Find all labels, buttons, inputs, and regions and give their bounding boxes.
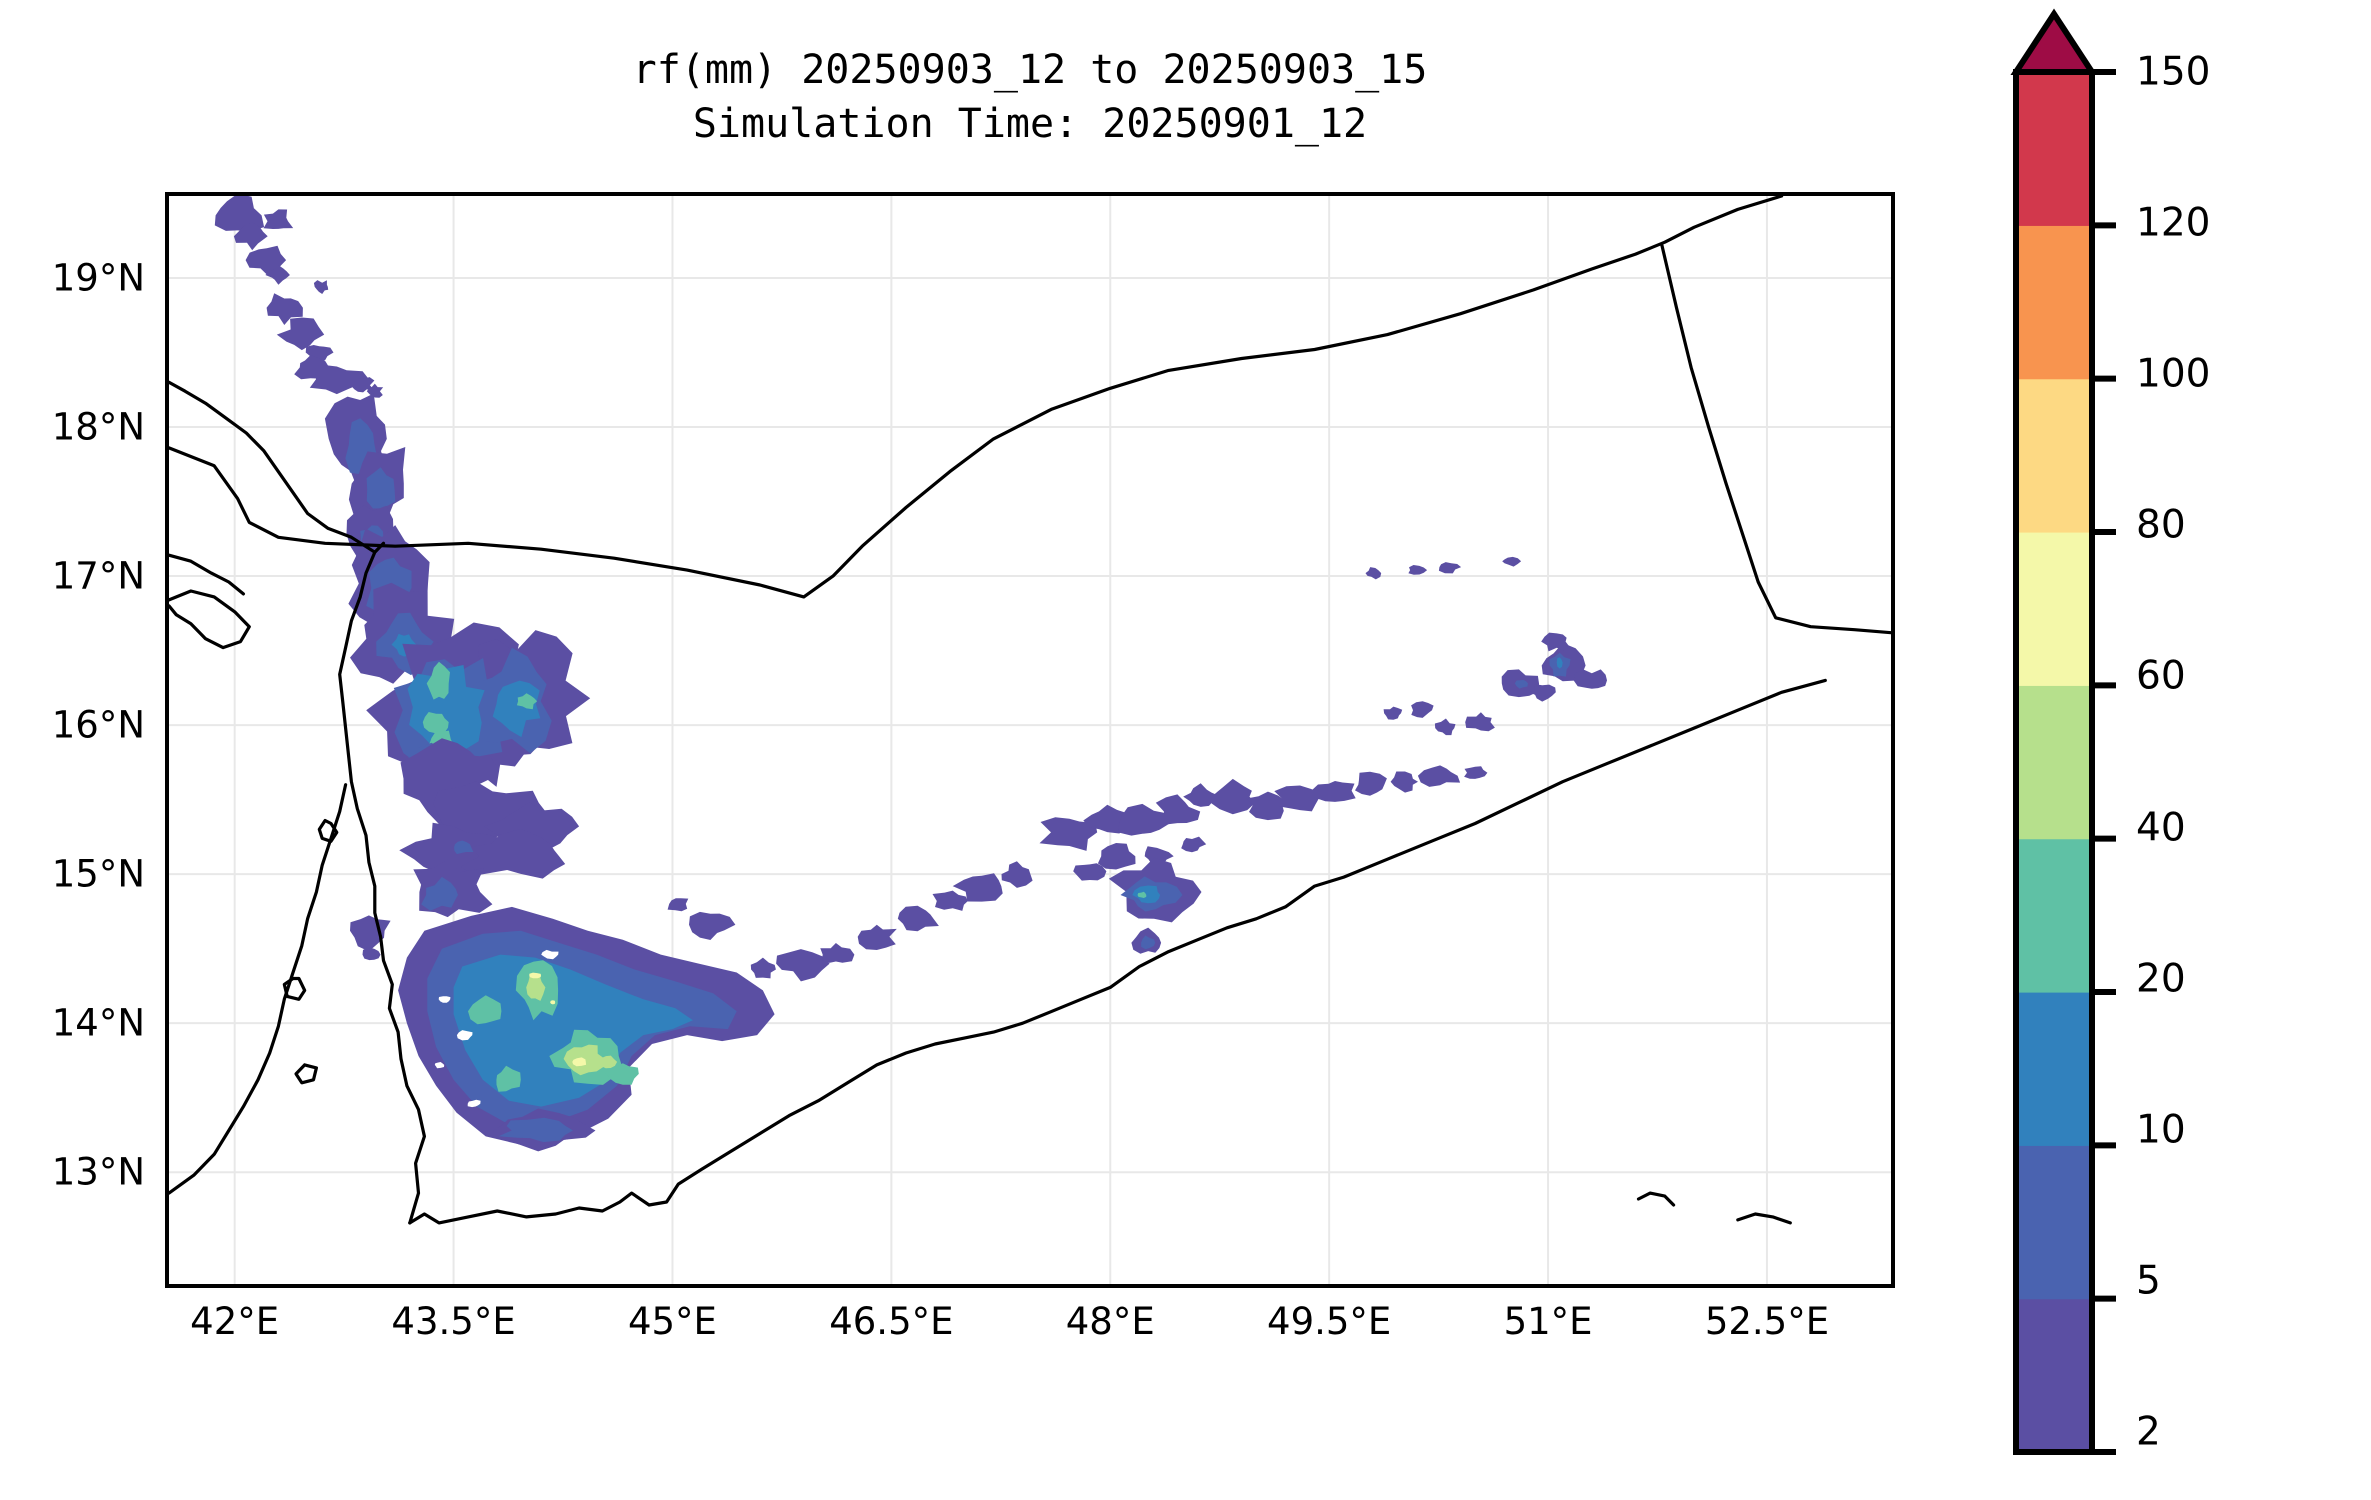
title-line-primary: rf(mm) 20250903_12 to 20250903_15: [632, 47, 1428, 93]
x-tick-label: 49.5°E: [1267, 1300, 1392, 1343]
figure-title: rf(mm) 20250903_12 to 20250903_15 Simula…: [165, 50, 1895, 144]
y-tick-label: 15°N: [51, 852, 145, 896]
x-tick-label: 48°E: [1065, 1300, 1155, 1343]
colorbar-tick-label: 40: [2136, 805, 2186, 851]
map-canvas: [169, 196, 1891, 1284]
y-tick-label: 13°N: [51, 1150, 145, 1194]
colorbar[interactable]: [2010, 8, 2116, 1455]
colorbar-swatches: [2010, 8, 2116, 1455]
x-tick-label: 46.5°E: [829, 1300, 954, 1343]
y-tick-label: 14°N: [51, 1001, 145, 1045]
coastlines-and-borders: [169, 196, 1891, 1225]
precipitation-contour-map: [169, 196, 1891, 1284]
y-tick-label: 18°N: [51, 405, 145, 449]
x-tick-label: 51°E: [1503, 1300, 1593, 1343]
colorbar-tick-label: 120: [2136, 200, 2211, 246]
title-line-simulation-time: Simulation Time: 20250901_12: [692, 101, 1368, 147]
colorbar-tick-label: 100: [2136, 351, 2211, 397]
colorbar-tick-label: 80: [2136, 502, 2186, 548]
x-tick-label: 43.5°E: [391, 1300, 516, 1343]
colorbar-tick-label: 2: [2136, 1409, 2161, 1455]
colorbar-tick-label: 10: [2136, 1107, 2186, 1153]
y-tick-label: 19°N: [51, 256, 145, 300]
x-tick-label: 45°E: [627, 1300, 717, 1343]
precipitation-contour-fills: [214, 196, 1607, 1152]
y-tick-label: 16°N: [51, 703, 145, 747]
y-tick-label: 17°N: [51, 554, 145, 598]
colorbar-tick-label: 150: [2136, 49, 2211, 95]
colorbar-tick-label: 20: [2136, 956, 2186, 1002]
x-tick-label: 42°E: [190, 1300, 280, 1343]
x-tick-label: 52.5°E: [1704, 1300, 1830, 1343]
colorbar-tick-label: 60: [2136, 653, 2186, 699]
colorbar-tick-label: 5: [2136, 1258, 2161, 1304]
colorbar-bands: [2010, 8, 2116, 1455]
map-plot-area[interactable]: [165, 192, 1895, 1288]
